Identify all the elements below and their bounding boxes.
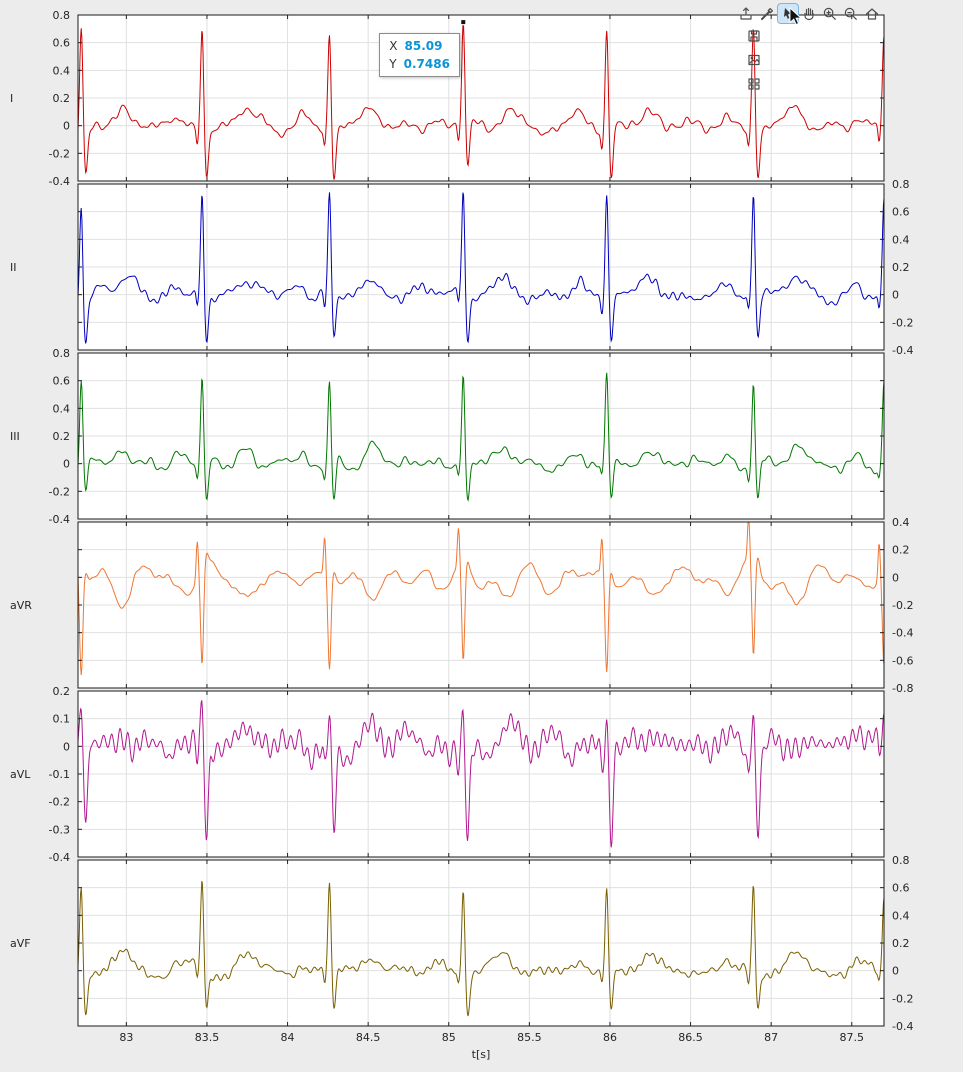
y-tick-label: -0.2 (892, 599, 913, 612)
datatip-x-row: X 85.09 (389, 37, 450, 55)
y-tick-label: -0.4 (892, 1020, 913, 1033)
y-tick-label: 0 (63, 740, 70, 753)
x-tick-label: 83 (119, 1031, 133, 1044)
y-tick-label: 0 (63, 458, 70, 471)
image-icon[interactable] (744, 50, 764, 69)
datatip-y-value: 0.7486 (403, 57, 450, 71)
floppy-icon[interactable] (744, 26, 764, 45)
grid-icon[interactable] (744, 74, 764, 93)
x-tick-label: 87 (764, 1031, 778, 1044)
trace-aVR[interactable] (78, 518, 884, 676)
datatip-y-row: Y 0.7486 (389, 55, 450, 73)
y-tick-label: -0.2 (49, 147, 70, 160)
datatip-x-label: X (389, 39, 398, 53)
y-tick-label: 0.8 (892, 854, 910, 867)
brush-icon[interactable] (757, 4, 777, 23)
x-tick-label: 83.5 (195, 1031, 220, 1044)
export-icon[interactable] (736, 4, 756, 23)
y-tick-label: 0.2 (892, 544, 910, 557)
y-tick-label: 0 (892, 289, 899, 302)
datatip-x-value: 85.09 (404, 39, 443, 53)
datatip-y-label: Y (389, 57, 397, 71)
zoom-in-icon[interactable] (820, 4, 840, 23)
y-tick-label: 0.6 (53, 375, 71, 388)
y-tick-label: -0.2 (892, 992, 913, 1005)
x-tick-label: 85 (442, 1031, 456, 1044)
y-tick-label: 0.2 (53, 92, 71, 105)
x-tick-label: 84.5 (356, 1031, 381, 1044)
y-tick-label: 0.8 (892, 178, 910, 191)
x-tick-label: 85.5 (517, 1031, 542, 1044)
y-tick-label: -0.2 (49, 485, 70, 498)
subplot-aVF[interactable]: -0.4 -0.2 0 0.2 0.4 0.6 0.8 aVF (10, 854, 913, 1033)
axes-box (77, 352, 885, 520)
y-tick-label: 0.2 (53, 685, 71, 698)
subplot-III[interactable]: -0.4 -0.2 0 0.2 0.4 0.6 0.8 III (10, 347, 885, 526)
trace-III[interactable] (78, 372, 884, 502)
y-tick-label: 0.8 (53, 9, 71, 22)
y-tick-label: 0 (892, 965, 899, 978)
axes-box (77, 859, 885, 1027)
figure-side-toolbar (744, 26, 764, 93)
trace-aVL[interactable] (78, 700, 884, 848)
y-tick-label: 0.4 (53, 402, 71, 415)
x-tick-label: 86 (603, 1031, 617, 1044)
lead-label-II: II (10, 261, 17, 274)
trace-II[interactable] (78, 192, 884, 344)
axes-box (77, 521, 885, 689)
home-icon[interactable] (862, 4, 882, 23)
subplot-II[interactable]: -0.4 -0.2 0 0.2 0.4 0.6 0.8 II (10, 178, 913, 357)
y-tick-label: -0.3 (49, 823, 70, 836)
y-tick-label: 0.4 (53, 64, 71, 77)
subplot-I[interactable]: -0.4 -0.2 0 0.2 0.4 0.6 0.8 I (10, 9, 885, 188)
zoom-out-icon[interactable] (841, 4, 861, 23)
pan-icon[interactable] (799, 4, 819, 23)
y-tick-label: 0.1 (53, 713, 71, 726)
y-tick-label: 0 (63, 120, 70, 133)
lead-label-aVR: aVR (10, 599, 32, 612)
y-tick-label: -0.4 (49, 175, 70, 188)
datatip-marker[interactable] (460, 19, 467, 26)
y-tick-label: -0.4 (49, 851, 70, 864)
y-tick-label: 0.6 (892, 882, 910, 895)
x-tick-label: 87.5 (840, 1031, 865, 1044)
y-tick-label: 0.4 (892, 909, 910, 922)
y-tick-label: -0.4 (892, 344, 913, 357)
y-tick-label: -0.6 (892, 654, 913, 667)
trace-aVF[interactable] (78, 880, 884, 1017)
lead-label-aVF: aVF (10, 937, 31, 950)
y-tick-label: -0.2 (49, 796, 70, 809)
y-tick-label: 0.4 (892, 233, 910, 246)
y-tick-label: -0.2 (892, 316, 913, 329)
y-tick-label: 0.8 (53, 347, 71, 360)
figure-toolbar (736, 3, 882, 24)
x-axis-label: t[s] (472, 1048, 491, 1061)
y-tick-label: 0.6 (892, 206, 910, 219)
lead-label-I: I (10, 92, 13, 105)
axes-box (77, 690, 885, 858)
y-tick-label: -0.1 (49, 768, 70, 781)
mouse-cursor-icon (789, 7, 802, 26)
y-tick-label: -0.8 (892, 682, 913, 695)
lead-label-aVL: aVL (10, 768, 31, 781)
subplot-aVL[interactable]: -0.4 -0.3 -0.2 -0.1 0 0.1 0.2 aVL (10, 685, 885, 864)
x-tick-label: 86.5 (678, 1031, 703, 1044)
subplot-aVR[interactable]: -0.8 -0.6 -0.4 -0.2 0 0.2 0.4 aVR (10, 516, 913, 695)
y-tick-label: 0.4 (892, 516, 910, 529)
trace-I[interactable] (78, 24, 884, 180)
y-tick-label: -0.4 (49, 513, 70, 526)
x-tick-label: 84 (281, 1031, 295, 1044)
y-tick-label: -0.4 (892, 627, 913, 640)
y-tick-label: 0.2 (53, 430, 71, 443)
datatip[interactable]: X 85.09 Y 0.7486 (379, 33, 460, 77)
y-tick-label: 0.2 (892, 937, 910, 950)
axes-box (77, 14, 885, 182)
y-tick-label: 0 (892, 571, 899, 584)
y-tick-label: 0.2 (892, 261, 910, 274)
lead-label-III: III (10, 430, 20, 443)
y-tick-label: 0.6 (53, 37, 71, 50)
axes-box (77, 183, 885, 351)
